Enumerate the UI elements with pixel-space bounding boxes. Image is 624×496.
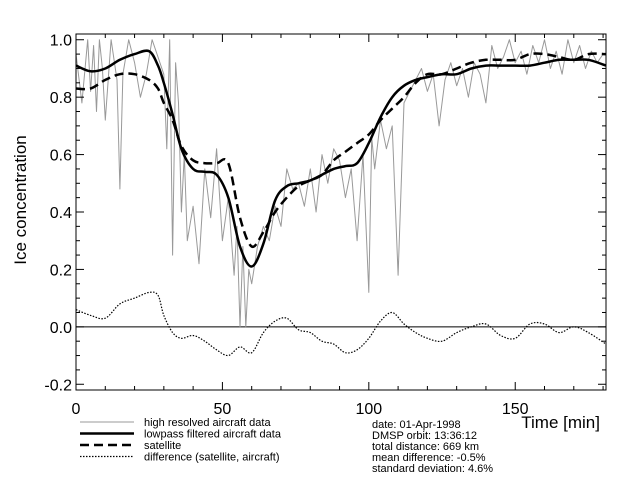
plot-frame bbox=[75, 33, 607, 391]
y-tick-label: 0.6 bbox=[50, 148, 72, 165]
y-tick-label: 0.8 bbox=[50, 90, 72, 107]
y-tick-label: 0.2 bbox=[50, 262, 72, 279]
x-tick-label: 0 bbox=[72, 401, 81, 418]
y-axis-label: Ice concentration bbox=[11, 135, 30, 264]
info-line: mean difference: -0.5% bbox=[372, 452, 486, 464]
x-axis-label: Time [min] bbox=[521, 413, 600, 432]
y-tick-label: 1.0 bbox=[50, 33, 72, 50]
legend-label: difference (satellite, aircraft) bbox=[144, 452, 280, 464]
series-layer bbox=[75, 39, 607, 357]
x-tick-label: 100 bbox=[355, 401, 382, 418]
info-line: standard deviation: 4.6% bbox=[372, 463, 493, 475]
legend-label: high resolved aircraft data bbox=[144, 417, 271, 429]
legend-label: satellite bbox=[144, 440, 181, 452]
info-line: date: 01-Apr-1998 bbox=[372, 419, 461, 431]
x-tick-label: 50 bbox=[214, 401, 232, 418]
series-line-3 bbox=[75, 52, 607, 249]
info-line: DMSP orbit: 13:36:12 bbox=[372, 430, 477, 442]
info-line: total distance: 669 km bbox=[372, 441, 479, 453]
plot-area bbox=[75, 33, 607, 391]
legend-label: lowpass filtered aircraft data bbox=[144, 429, 282, 441]
series-line-2 bbox=[75, 49, 607, 268]
series-line-4 bbox=[75, 291, 607, 357]
x-tick-label: 150 bbox=[502, 401, 529, 418]
ticks-layer: 0 50 100 150 1.0 0.8 0.6 0.4 0.2 0.0 -0.2 bbox=[44, 33, 606, 418]
y-tick-label: 0.0 bbox=[50, 320, 72, 337]
y-tick-label: 0.4 bbox=[50, 205, 72, 222]
series-line-1 bbox=[75, 39, 604, 328]
y-tick-label: -0.2 bbox=[44, 377, 72, 394]
